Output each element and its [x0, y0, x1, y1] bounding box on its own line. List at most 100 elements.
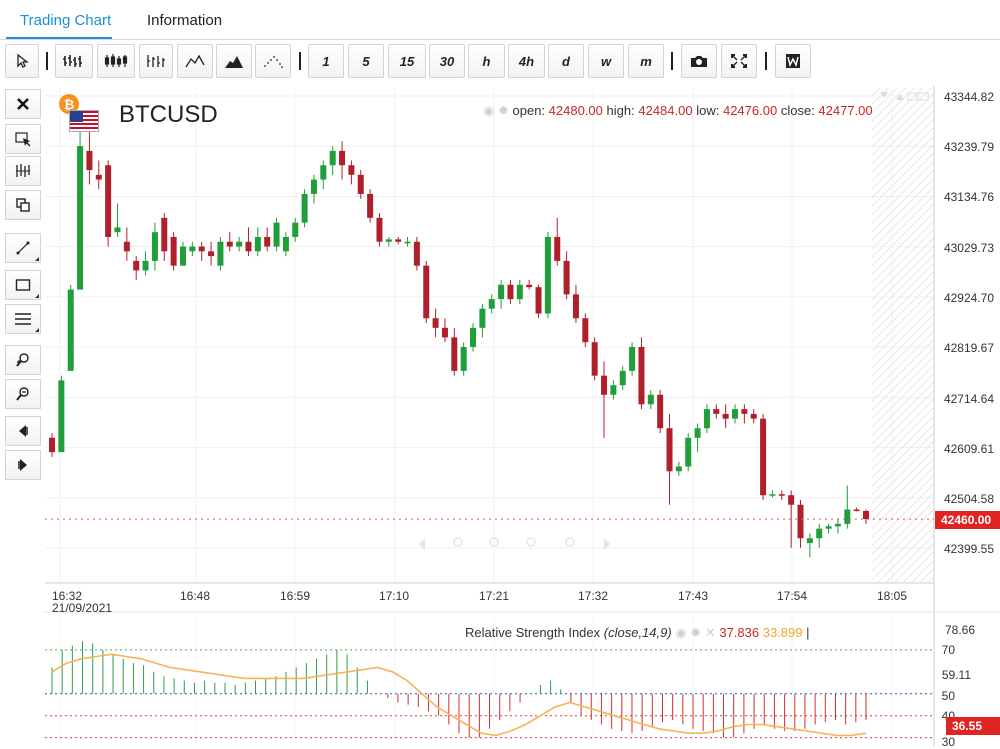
candle-body	[470, 327, 477, 347]
timeframe-h-button[interactable]: h	[468, 44, 505, 78]
candle-body	[395, 239, 402, 242]
rsi-ma-line	[51, 653, 867, 737]
candle-body	[329, 150, 336, 166]
candle-body	[488, 299, 495, 309]
timeframe-m-button[interactable]: m	[628, 44, 664, 78]
candle-body	[741, 409, 748, 414]
candle-body	[685, 437, 692, 467]
camera-icon[interactable]	[681, 44, 717, 78]
candle-body	[292, 222, 299, 237]
date-label: 21/09/2021	[52, 601, 113, 615]
candle-body	[133, 260, 140, 271]
candle-body	[610, 385, 617, 395]
open-label: open:	[512, 103, 546, 118]
candle-body	[151, 232, 158, 261]
price-tick: 42924.70	[943, 291, 994, 305]
price-chart[interactable]	[0, 86, 1000, 747]
open-value: 42480.00	[548, 103, 603, 118]
fullscreen-icon[interactable]	[721, 44, 757, 78]
candle-body	[161, 217, 168, 252]
candlestick-icon[interactable]	[97, 44, 135, 78]
price-tick: 43239.79	[943, 140, 994, 154]
zoom-out-icon[interactable]	[5, 379, 41, 409]
candle-body	[357, 174, 364, 194]
price-tick: 42609.61	[943, 442, 994, 456]
zoom-in-icon[interactable]	[5, 345, 41, 375]
dots-chart-icon[interactable]	[255, 44, 291, 78]
timeframe-30-button[interactable]: 30	[429, 44, 465, 78]
candle-body	[451, 337, 458, 371]
candle-body	[638, 346, 645, 405]
candle-body	[554, 236, 561, 261]
nav-fit-icon	[565, 537, 575, 547]
nav-zoom-out-icon	[489, 537, 499, 547]
line-chart-icon[interactable]	[177, 44, 213, 78]
candle-body	[657, 394, 664, 429]
settings-icon[interactable]: ✹	[497, 103, 509, 118]
trendline-icon[interactable]	[5, 233, 41, 263]
price-tick: 43029.73	[943, 241, 994, 255]
rectangle-icon[interactable]	[5, 270, 41, 300]
ohlc-bars-icon[interactable]	[55, 44, 93, 78]
price-tick: 42504.58	[943, 492, 994, 506]
rsi-eye-icon[interactable]: ◉	[675, 625, 687, 640]
tab-bar: Trading Chart Information	[0, 0, 1000, 40]
scroll-left-icon[interactable]	[5, 416, 41, 446]
price-tick: 42399.55	[943, 542, 994, 556]
candle-body	[441, 327, 448, 338]
candle-body	[217, 241, 224, 266]
candle-body	[142, 260, 149, 271]
candle-body	[67, 289, 74, 371]
scroll-right-icon[interactable]	[5, 450, 41, 480]
candle-body	[778, 494, 785, 496]
chart-grid	[45, 88, 934, 747]
current-price-tag: 42460.00	[935, 511, 1000, 529]
rsi-level-lines	[45, 649, 934, 739]
pane-restore-icon	[917, 92, 929, 101]
close-icon[interactable]	[5, 89, 41, 119]
area-chart-icon[interactable]	[216, 44, 252, 78]
eye-icon[interactable]: ◉	[483, 103, 495, 118]
hlc-bars-icon[interactable]	[139, 44, 173, 78]
duplicate-icon[interactable]	[5, 190, 41, 220]
candle-body	[49, 437, 55, 453]
rsi-settings-icon[interactable]: ✹	[690, 625, 702, 640]
w-logo-icon[interactable]	[775, 44, 811, 78]
rsi-tick: 30	[941, 735, 955, 749]
crosshair-icon[interactable]	[5, 156, 41, 186]
pane-maximize-icon	[907, 92, 917, 101]
rsi-remove-icon[interactable]: ✕	[704, 625, 716, 640]
candle-body	[179, 246, 186, 266]
tab-trading-chart[interactable]: Trading Chart	[20, 12, 112, 29]
tab-information[interactable]: Information	[147, 12, 223, 29]
timeframe-1-button[interactable]: 1	[308, 44, 344, 78]
candle-body	[310, 179, 317, 194]
select-icon[interactable]	[5, 124, 41, 154]
candle-body	[423, 265, 430, 319]
time-tick: 16:59	[280, 589, 311, 603]
toolbar-separator	[299, 52, 301, 70]
cursor-icon[interactable]	[5, 44, 39, 78]
rsi-value: 37.836	[719, 625, 760, 640]
candle-body	[460, 346, 467, 371]
candle-body	[825, 526, 832, 529]
candle-body	[666, 428, 673, 472]
candle-body	[189, 246, 196, 252]
time-tick: 17:10	[379, 589, 410, 603]
timeframe-d-button[interactable]: d	[548, 44, 584, 78]
candle-body	[694, 428, 701, 438]
candle-body	[797, 504, 804, 539]
lines-icon[interactable]	[5, 304, 41, 334]
timeframe-4h-button[interactable]: 4h	[508, 44, 545, 78]
candle-body	[95, 174, 102, 180]
active-tab-indicator	[6, 37, 112, 39]
timeframe-5-button[interactable]: 5	[348, 44, 384, 78]
candle-body	[170, 236, 177, 266]
pane-controls	[880, 92, 929, 101]
candle-body	[844, 509, 851, 524]
time-tick: 16:32	[52, 589, 83, 603]
rsi-tick: 50	[941, 689, 955, 703]
timeframe-15-button[interactable]: 15	[388, 44, 426, 78]
timeframe-w-button[interactable]: w	[588, 44, 624, 78]
tool-menu-indicator	[35, 294, 39, 298]
